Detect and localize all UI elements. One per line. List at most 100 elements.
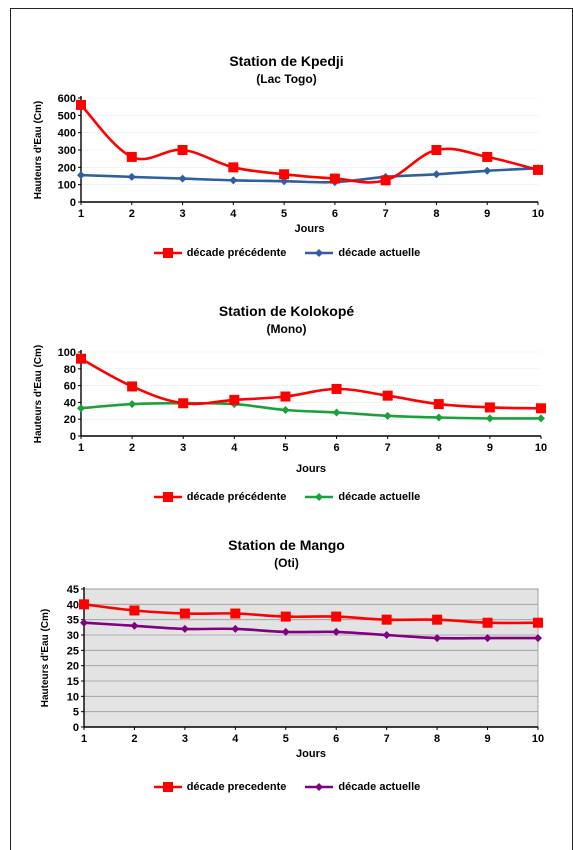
x-axis-label: Jours — [296, 748, 326, 760]
y-tick-label: 40 — [64, 397, 76, 409]
series-line — [83, 621, 538, 640]
data-point — [485, 414, 494, 423]
data-point — [332, 627, 341, 636]
series-line — [80, 401, 542, 420]
x-tick-label: 2 — [129, 442, 135, 454]
series-line — [80, 357, 542, 410]
plot-area — [81, 352, 541, 436]
x-tick-label: 6 — [332, 208, 338, 220]
y-tick-label: 25 — [67, 645, 79, 657]
data-point — [180, 624, 189, 633]
data-point — [177, 145, 188, 155]
x-tick-label: 3 — [180, 442, 186, 454]
data-point — [536, 403, 546, 414]
data-point — [280, 611, 291, 622]
x-tick-label: 1 — [78, 442, 84, 454]
series-line — [83, 603, 539, 625]
data-point — [433, 399, 444, 410]
data-point — [537, 414, 545, 423]
data-point — [281, 627, 290, 636]
chart-subtitle: (Lac Togo) — [256, 72, 317, 86]
data-point — [228, 162, 239, 173]
legend-label: décade précédente — [186, 491, 287, 503]
legend-label: décade actuelle — [338, 781, 421, 793]
legend-swatch — [305, 249, 334, 257]
legend-item: décade precedente — [153, 781, 287, 793]
chart-subtitle: (Oti) — [274, 556, 299, 570]
chart-title: Station de Kpedji — [229, 53, 344, 69]
y-axis-label: Hauteurs d'Eau (Cm) — [33, 345, 44, 444]
y-tick-label: 0 — [70, 197, 76, 209]
y-tick-label: 100 — [58, 347, 76, 359]
chart-title: Station de Kolokopé — [218, 303, 355, 319]
plot-area — [83, 588, 539, 728]
y-tick-label: 80 — [64, 364, 76, 376]
legend-swatch-marker — [162, 248, 173, 258]
legend-item: décade actuelle — [304, 491, 420, 503]
data-point — [331, 611, 342, 622]
data-point — [533, 164, 543, 175]
legend-swatch-marker — [162, 492, 173, 502]
x-tick-label: 8 — [436, 442, 442, 454]
legend-swatch-marker — [315, 783, 324, 791]
x-tick-label: 6 — [333, 733, 339, 745]
legend-label: décade precedente — [186, 781, 287, 793]
x-tick-label: 5 — [283, 733, 289, 745]
x-tick-label: 6 — [333, 442, 339, 454]
data-point — [128, 400, 137, 409]
x-tick-label: 2 — [129, 208, 135, 220]
data-point — [382, 631, 391, 639]
series-line — [80, 166, 539, 184]
data-point — [381, 614, 392, 625]
legend-swatch — [153, 492, 182, 502]
y-tick-label: 10 — [67, 691, 79, 703]
legend-swatch — [153, 248, 182, 258]
x-tick-label: 10 — [535, 442, 547, 454]
data-point — [482, 151, 493, 162]
data-point — [483, 634, 492, 643]
legend-item: décade précédente — [153, 491, 287, 503]
legend-swatch-marker — [315, 493, 324, 501]
data-point — [126, 151, 137, 162]
data-point — [434, 413, 443, 422]
legend-swatch-marker — [162, 782, 173, 792]
data-point — [280, 391, 291, 402]
y-tick-label: 45 — [67, 584, 79, 596]
data-point — [432, 170, 441, 179]
data-point — [431, 145, 442, 155]
x-tick-label: 2 — [131, 733, 137, 745]
data-point — [229, 176, 238, 185]
legend-item: décade actuelle — [304, 781, 420, 793]
y-tick-label: 600 — [58, 93, 76, 105]
chart-title: Station de Mango — [228, 537, 345, 553]
data-point — [77, 171, 85, 180]
data-point — [76, 353, 86, 364]
x-tick-label: 3 — [182, 733, 188, 745]
y-tick-label: 200 — [58, 162, 76, 174]
y-axis-label: Hauteurs d'Eau (Cm) — [33, 101, 44, 200]
data-point — [433, 634, 442, 643]
x-tick-label: 9 — [487, 442, 493, 454]
x-tick-label: 7 — [385, 442, 391, 454]
y-tick-label: 20 — [67, 661, 79, 673]
y-tick-label: 400 — [58, 128, 76, 140]
legend-item: décade précédente — [153, 247, 286, 259]
x-tick-label: 8 — [434, 733, 440, 745]
x-tick-label: 10 — [532, 733, 544, 745]
data-point — [179, 608, 190, 619]
y-tick-label: 15 — [67, 676, 79, 688]
x-tick-label: 4 — [230, 208, 237, 220]
data-point — [380, 175, 391, 186]
data-point — [127, 381, 138, 392]
x-tick-label: 9 — [484, 208, 490, 220]
y-tick-label: 500 — [58, 110, 76, 122]
x-tick-label: 5 — [281, 208, 287, 220]
x-tick-label: 7 — [384, 733, 390, 745]
x-axis-label: Jours — [295, 223, 325, 235]
x-tick-label: 4 — [231, 442, 238, 454]
y-tick-label: 60 — [64, 381, 76, 393]
data-point — [331, 383, 342, 394]
data-point — [230, 608, 241, 619]
